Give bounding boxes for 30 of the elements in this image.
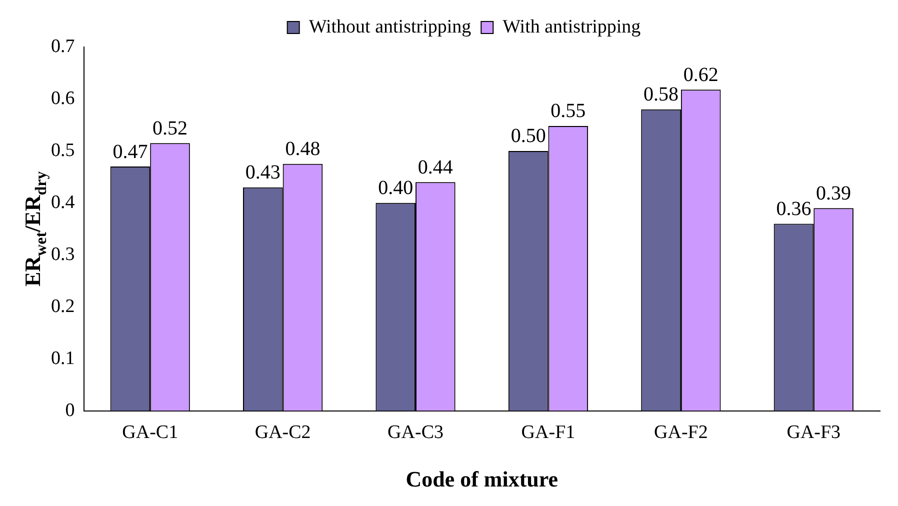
y-tick-label: 0.2 xyxy=(51,296,75,317)
data-label: 0.39 xyxy=(816,182,852,204)
y-tick-label: 0.3 xyxy=(51,244,75,265)
y-tick-label: 0.4 xyxy=(51,192,76,213)
y-tick-label: 0.6 xyxy=(51,88,75,109)
y-tick-label: 0.7 xyxy=(51,36,75,57)
x-tick-label: GA-F1 xyxy=(521,422,576,444)
legend-label: With antistripping xyxy=(502,16,642,38)
data-label: 0.52 xyxy=(152,117,188,140)
x-tick-label: GA-C3 xyxy=(388,422,444,444)
data-label: 0.40 xyxy=(378,177,414,200)
data-label: 0.43 xyxy=(245,162,280,184)
data-label: 0.62 xyxy=(683,64,718,86)
x-tick-label: GA-C1 xyxy=(122,422,178,444)
y-axis-title: ERwet/ERdry xyxy=(20,171,50,287)
data-label: 0.36 xyxy=(776,198,812,220)
data-label: 0.47 xyxy=(112,140,148,163)
y-tick-label: 0 xyxy=(65,400,75,421)
data-label: 0.50 xyxy=(510,125,546,148)
legend-label: Without antistripping xyxy=(308,16,472,38)
data-label: 0.44 xyxy=(418,156,453,178)
y-tick-label: 0.5 xyxy=(51,140,75,161)
y-tick-label: 0.1 xyxy=(51,348,75,369)
x-tick-label: GA-C2 xyxy=(254,422,311,444)
x-axis-title: Code of mixture xyxy=(406,466,558,492)
x-tick-label: GA-F2 xyxy=(654,422,708,444)
data-label: 0.48 xyxy=(285,138,320,160)
data-label: 0.55 xyxy=(550,100,586,122)
x-tick-label: GA-F3 xyxy=(786,422,841,444)
data-label: 0.58 xyxy=(644,84,679,106)
